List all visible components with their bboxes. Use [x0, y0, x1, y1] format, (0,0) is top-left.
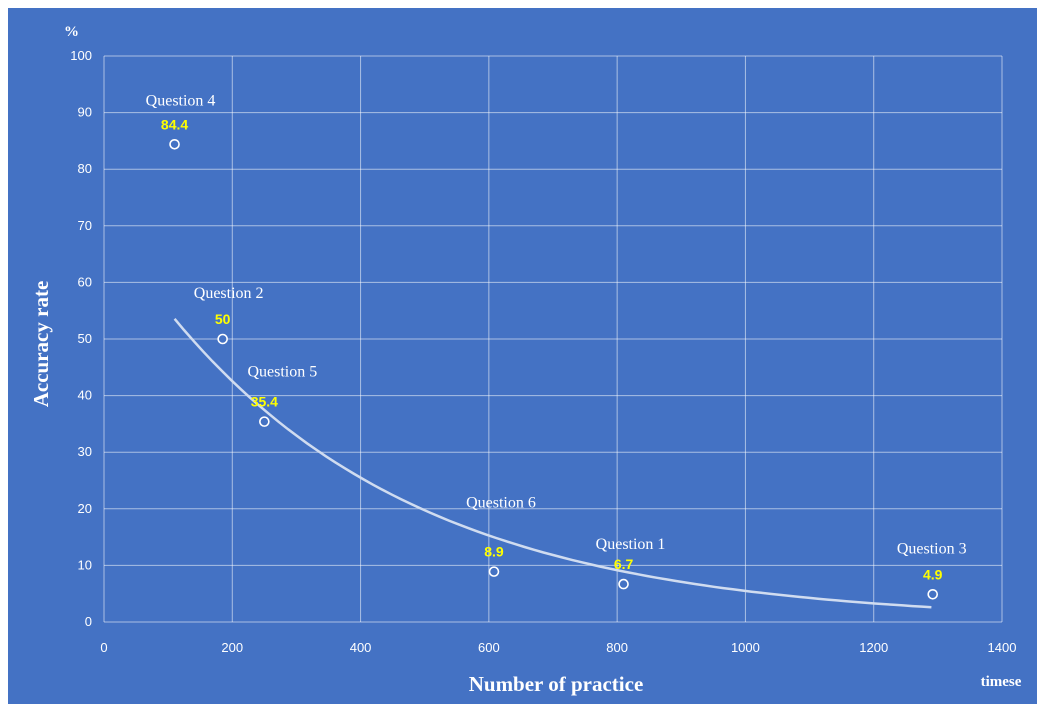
- data-point: [618, 578, 629, 590]
- data-label: 6.7: [614, 556, 634, 572]
- y-tick-label: 60: [78, 274, 92, 289]
- y-tick-label: 10: [78, 557, 92, 572]
- point-name-label: Question 3: [897, 540, 967, 557]
- trendline: [173, 317, 932, 609]
- point-labels: 84.4 Question 4 50 Question 2 35.4 Question 5…: [146, 92, 967, 582]
- trendline-layer: [173, 317, 932, 609]
- x-tick-label: 1000: [731, 640, 760, 655]
- y-tick-label: 90: [78, 105, 92, 120]
- point-name-label: Question 2: [194, 285, 264, 302]
- y-tick-label: 100: [70, 48, 92, 63]
- grid: [103, 55, 1003, 623]
- point-name-label: Question 1: [596, 536, 666, 553]
- chart-background: [8, 8, 1037, 704]
- y-tick-label: 40: [78, 388, 92, 403]
- data-label: 50: [215, 311, 231, 327]
- point-name-label: Question 5: [247, 364, 317, 381]
- data-label: 35.4: [251, 394, 278, 410]
- y-tick-label: 0: [85, 614, 92, 629]
- data-point: [927, 588, 939, 600]
- y-tick-label: 30: [78, 444, 92, 459]
- y-tick-label: 70: [78, 218, 92, 233]
- y-unit-label: %: [64, 24, 79, 40]
- point-name-label: Question 4: [146, 92, 216, 109]
- data-point: [217, 333, 228, 345]
- point-name-label: Question 6: [466, 495, 536, 512]
- data-label: 84.4: [161, 116, 188, 132]
- data-label: 8.9: [484, 544, 504, 560]
- x-tick-label: 1400: [988, 640, 1017, 655]
- x-tick-label: 1200: [859, 640, 888, 655]
- y-tick-label: 80: [78, 161, 92, 176]
- y-axis-title: Accuracy rate: [29, 281, 53, 408]
- data-label: 4.9: [923, 566, 943, 582]
- x-tick-label: 600: [478, 640, 500, 655]
- x-axis-title: Number of practice: [469, 672, 644, 696]
- data-point: [488, 566, 500, 577]
- data-points: [169, 138, 939, 600]
- y-tick-label: 20: [78, 501, 92, 516]
- x-tick-label: 0: [100, 640, 107, 655]
- x-unit-label: timese: [981, 674, 1022, 690]
- y-tick-label: 50: [78, 331, 92, 346]
- x-tick-label: 200: [221, 640, 243, 655]
- x-tick-label: 400: [350, 640, 372, 655]
- data-point: [169, 138, 180, 150]
- x-tick-label: 800: [606, 640, 628, 655]
- data-point: [259, 416, 270, 427]
